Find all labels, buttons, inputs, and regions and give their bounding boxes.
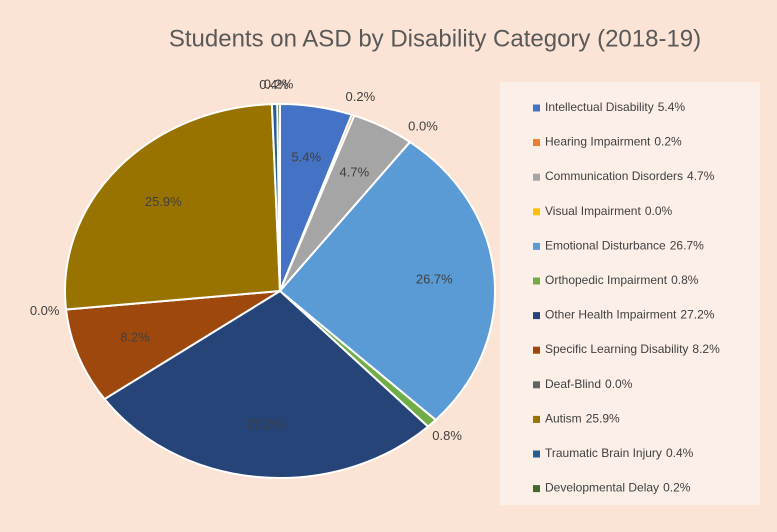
legend-marker [533, 485, 540, 493]
legend-marker [533, 415, 540, 423]
data-label: 0.0% [30, 303, 60, 318]
legend-label: Traumatic Brain Injury [545, 446, 662, 460]
legend-marker [533, 104, 540, 112]
legend-marker [533, 173, 540, 181]
legend-value: 8.2% [692, 342, 720, 356]
legend-entry: Intellectual Disability 5.4% [545, 100, 685, 114]
legend-label: Emotional Disturbance [545, 239, 666, 253]
legend-value: 0.2% [663, 481, 691, 495]
legend-entry: Other Health Impairment 27.2% [545, 308, 715, 322]
data-label: 0.8% [432, 428, 462, 443]
legend-value: 25.9% [586, 412, 620, 426]
data-label: 0.2% [346, 89, 376, 104]
legend-label: Visual Impairment [545, 204, 641, 218]
legend-value: 0.0% [605, 377, 633, 391]
legend-marker [533, 139, 540, 147]
data-label: 4.7% [340, 164, 370, 179]
legend-entry: Orthopedic Impairment 0.8% [545, 273, 699, 287]
legend-marker [533, 381, 540, 389]
pie-slice [278, 140, 496, 422]
legend-value: 0.0% [645, 204, 673, 218]
data-label: 8.2% [120, 330, 150, 345]
legend-entry: Hearing Impairment 0.2% [545, 135, 682, 149]
legend-entry: Communication Disorders 4.7% [545, 169, 715, 183]
legend-entry: Developmental Delay 0.2% [545, 481, 691, 495]
legend-label: Autism [545, 412, 582, 426]
legend-entry: Emotional Disturbance 26.7% [545, 239, 704, 253]
legend-marker [533, 242, 540, 250]
pie-slice [276, 102, 281, 292]
legend-box [500, 82, 760, 505]
legend-marker [533, 277, 540, 285]
legend-value: 26.7% [670, 239, 704, 253]
legend-value: 0.4% [666, 446, 694, 460]
legend-value: 0.8% [671, 273, 699, 287]
legend-label: Deaf-Blind [545, 377, 601, 391]
legend-marker [533, 450, 540, 458]
legend-label: Intellectual Disability [545, 100, 654, 114]
data-label: 0.2% [264, 77, 294, 92]
legend-label: Hearing Impairment [545, 135, 651, 149]
data-label: 0.0% [408, 119, 438, 134]
data-label: 27.2% [246, 416, 283, 431]
legend-label: Developmental Delay [545, 481, 659, 495]
legend-marker [533, 208, 540, 216]
legend-entry: Autism 25.9% [545, 412, 620, 426]
legend-marker [533, 312, 540, 320]
pie-slice [103, 289, 430, 479]
legend-label: Other Health Impairment [545, 308, 677, 322]
data-label: 25.9% [145, 194, 182, 209]
legend-entry: Specific Learning Disability 8.2% [545, 342, 720, 356]
legend-value: 0.2% [654, 135, 682, 149]
pie-slice [64, 290, 281, 401]
legend-entry: Traumatic Brain Injury 0.4% [545, 446, 694, 460]
legend-label: Orthopedic Impairment [545, 273, 668, 287]
data-label: 0.4% [259, 77, 289, 92]
pie-slice [64, 103, 282, 311]
legend-label: Specific Learning Disability [545, 342, 688, 356]
legend-entry: Visual Impairment 0.0% [545, 204, 673, 218]
legend-entry: Deaf-Blind 0.0% [545, 377, 633, 391]
data-label: 5.4% [291, 150, 321, 165]
legend-value: 5.4% [658, 100, 686, 114]
chart-title: Students on ASD by Disability Category (… [169, 25, 701, 52]
legend-value: 27.2% [680, 308, 714, 322]
legend-marker [533, 346, 540, 354]
data-label: 26.7% [416, 272, 453, 287]
legend-label: Communication Disorders [545, 169, 683, 183]
legend-value: 4.7% [687, 169, 715, 183]
